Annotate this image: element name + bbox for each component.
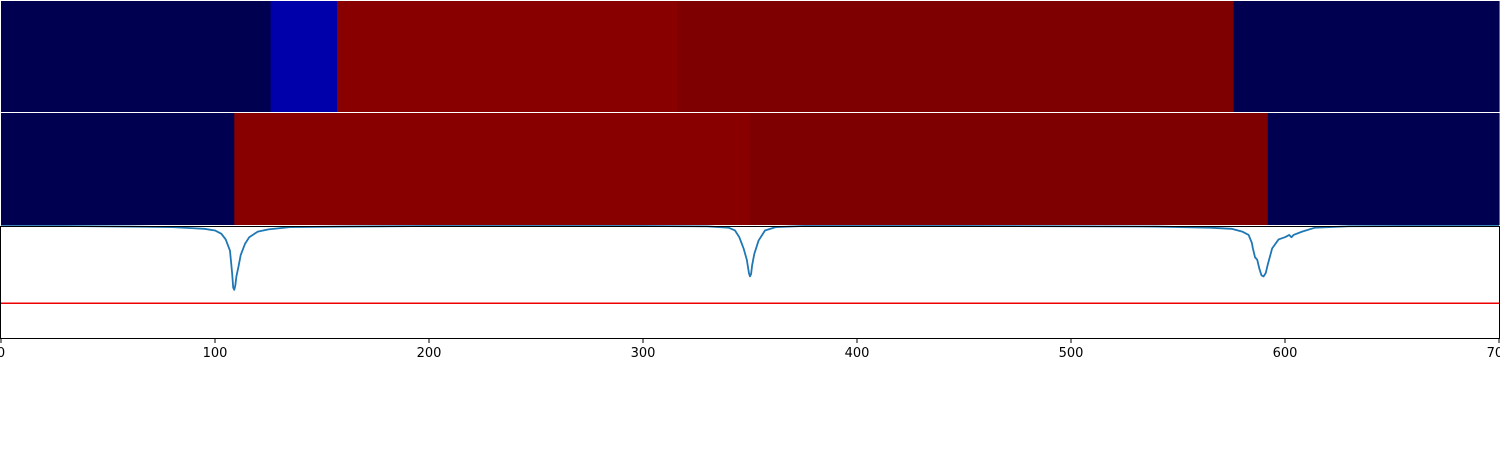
- x-tick-label-500: 500: [1059, 346, 1084, 361]
- top-heat-segment-2: [336, 1, 678, 112]
- series-line: [1, 225, 1499, 291]
- top-heat-segment-0: [1, 1, 272, 112]
- plot-background: [1, 226, 1499, 338]
- middle-heat-segment-1: [234, 113, 751, 225]
- x-tick-label-0: 0: [0, 346, 5, 361]
- top-heat-segment-4: [1233, 1, 1500, 112]
- x-tick-label-400: 400: [845, 346, 870, 361]
- x-tick-label-300: 300: [631, 346, 656, 361]
- line-plot: [0, 225, 1500, 339]
- heatmap-top: [1, 1, 1500, 112]
- x-tick-label-600: 600: [1273, 346, 1298, 361]
- x-tick-label-700: 700: [1487, 346, 1500, 361]
- x-tick-label-200: 200: [417, 346, 442, 361]
- middle-heat-segment-0: [1, 113, 235, 225]
- x-tick-label-100: 100: [203, 346, 228, 361]
- middle-heat-segment-2: [750, 113, 1269, 225]
- middle-heat-segment-3: [1267, 113, 1500, 225]
- x-axis: 0 100 200 300 400 500 600 700: [0, 338, 1500, 361]
- heatmap-middle: [1, 113, 1500, 225]
- top-heat-segment-3: [677, 1, 1235, 112]
- top-heat-segment-1: [270, 1, 338, 112]
